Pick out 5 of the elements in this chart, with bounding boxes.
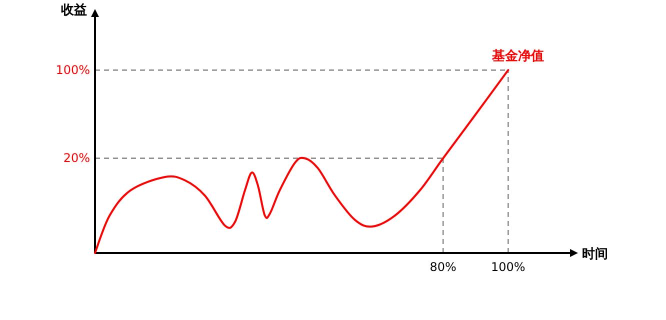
series-label: 基金净值 xyxy=(491,49,544,64)
y-tick-label: 20% xyxy=(63,151,90,166)
x-axis-title: 时间 xyxy=(582,247,608,262)
x-tick-label: 80% xyxy=(430,260,456,274)
y-axis-title: 收益 xyxy=(61,3,87,18)
